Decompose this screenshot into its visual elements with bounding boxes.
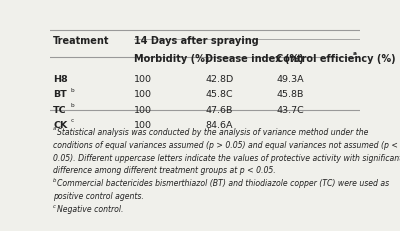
Text: 45.8B: 45.8B xyxy=(276,90,304,99)
Text: Commercial bactericides bismerthiazol (BT) and thiodiazole copper (TC) were used: Commercial bactericides bismerthiazol (B… xyxy=(57,179,389,188)
Text: Statistical analysis was conducted by the analysis of variance method under the: Statistical analysis was conducted by th… xyxy=(57,127,368,136)
Text: BT: BT xyxy=(53,90,67,99)
Text: c: c xyxy=(53,203,56,208)
Text: difference among different treatment groups at p < 0.05.: difference among different treatment gro… xyxy=(53,166,276,175)
Text: Control efficiency (%): Control efficiency (%) xyxy=(276,54,396,64)
Text: 0.05). Different uppercase letters indicate the values of protective activity wi: 0.05). Different uppercase letters indic… xyxy=(53,153,400,162)
Text: 100: 100 xyxy=(134,90,152,99)
Text: 14 Days after spraying: 14 Days after spraying xyxy=(134,36,258,46)
Text: 100: 100 xyxy=(134,105,152,114)
Text: b: b xyxy=(53,177,56,182)
Text: c: c xyxy=(70,118,74,122)
Text: positive control agents.: positive control agents. xyxy=(53,191,144,200)
Text: 47.6B: 47.6B xyxy=(205,105,232,114)
Text: 100: 100 xyxy=(134,75,152,84)
Text: 49.3A: 49.3A xyxy=(276,75,304,84)
Text: Negative control.: Negative control. xyxy=(57,204,124,213)
Text: b: b xyxy=(70,102,74,107)
Text: TC: TC xyxy=(53,105,67,114)
Text: b: b xyxy=(70,87,74,92)
Text: CK: CK xyxy=(53,120,67,129)
Text: 100: 100 xyxy=(134,120,152,129)
Text: Disease index (%): Disease index (%) xyxy=(205,54,304,64)
Text: 84.6A: 84.6A xyxy=(205,120,232,129)
Text: H8: H8 xyxy=(53,75,68,84)
Text: 43.7C: 43.7C xyxy=(276,105,304,114)
Text: conditions of equal variances assumed (p > 0.05) and equal variances not assumed: conditions of equal variances assumed (p… xyxy=(53,140,398,149)
Text: Morbidity (%): Morbidity (%) xyxy=(134,54,209,64)
Text: 45.8C: 45.8C xyxy=(205,90,233,99)
Text: 42.8D: 42.8D xyxy=(205,75,233,84)
Text: a: a xyxy=(53,126,56,131)
Text: a: a xyxy=(353,50,357,55)
Text: Treatment: Treatment xyxy=(53,36,110,46)
